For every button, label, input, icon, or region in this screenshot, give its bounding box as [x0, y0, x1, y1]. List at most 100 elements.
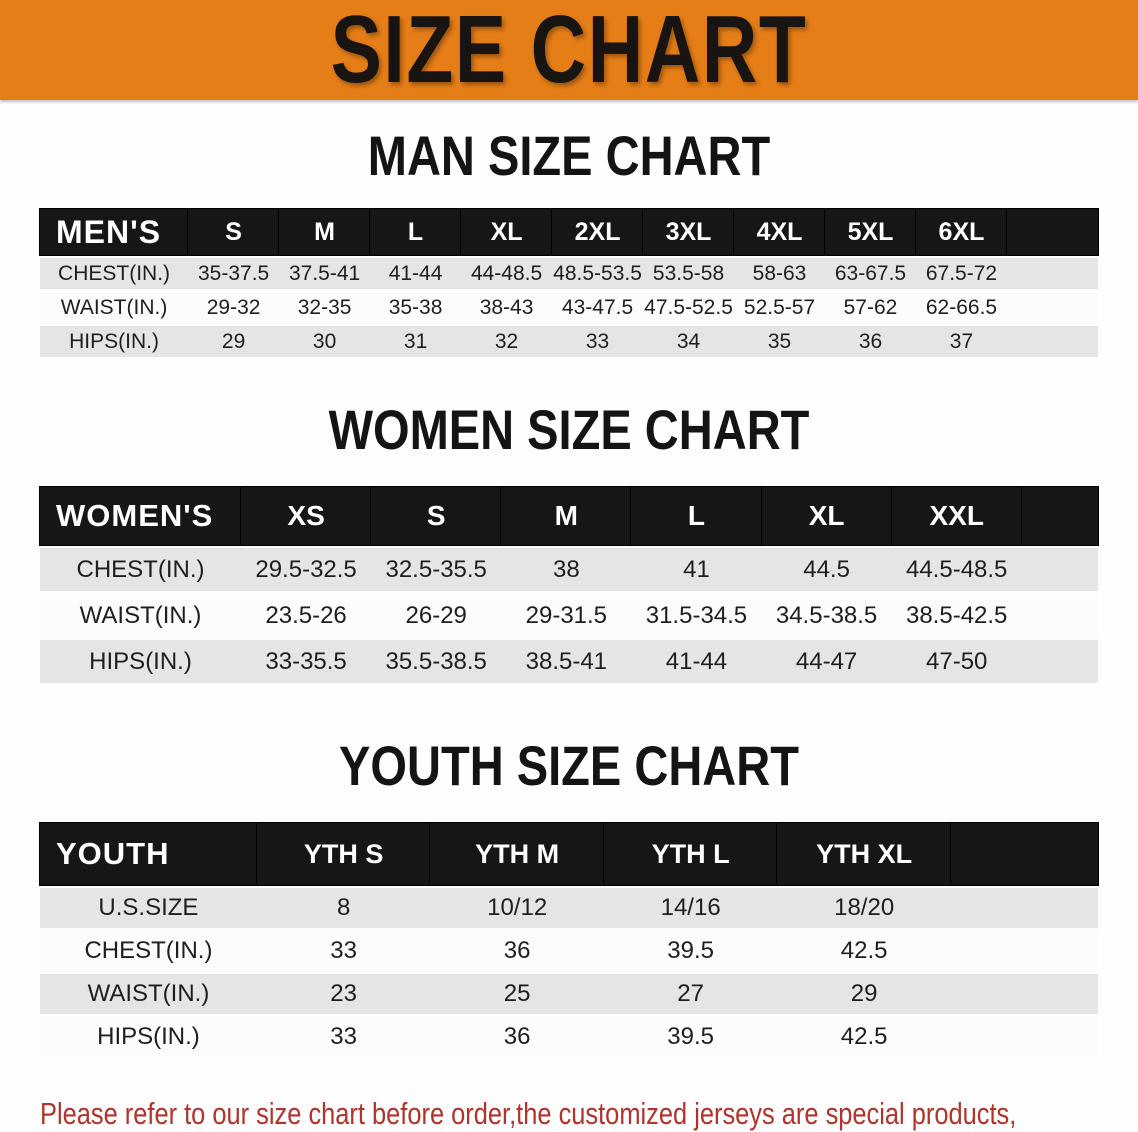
row-label: WAIST(IN.)	[60, 295, 168, 319]
size-group-label: WOMEN'S	[40, 487, 242, 545]
size-value: 31	[403, 329, 428, 353]
measurement-row: U.S.SIZE 8 10/12 14/16 18/20	[40, 888, 1098, 928]
size-column-header: 5XL	[825, 209, 916, 255]
size-value: 44-48.5	[470, 261, 543, 285]
size-value: 33-35.5	[265, 647, 347, 675]
size-value: 18/20	[834, 894, 895, 921]
youth-size-section: YOUTH SIZE CHART YOUTH YTH S YTH M YTH L YTH…	[0, 686, 1138, 1060]
size-value: 42.5	[840, 1023, 888, 1050]
row-label: CHEST(IN.)	[76, 555, 205, 583]
size-value: 42.5	[840, 937, 888, 964]
size-value: 32	[494, 329, 519, 353]
size-header-row: WOMEN'S XS S M L XL XXL	[40, 487, 1098, 545]
size-column-header: XS	[241, 487, 372, 545]
row-label: CHEST(IN.)	[84, 937, 213, 964]
row-spacer	[951, 974, 1098, 1014]
size-value: 41-44	[665, 647, 728, 675]
header-spacer	[1021, 487, 1098, 545]
size-value: 29-32	[206, 295, 261, 319]
banner: SIZE CHART	[0, 0, 1138, 100]
header-spacer	[1006, 209, 1098, 255]
size-value: 30	[312, 329, 337, 353]
size-value: 39.5	[667, 937, 714, 964]
size-value: 23	[330, 980, 357, 1007]
size-value: 38	[552, 555, 580, 583]
measurement-row: HIPS(IN.) 33-35.5 35.5-38.5 38.5-41 41-44 44-…	[40, 640, 1098, 683]
measurement-row: WAIST(IN.) 23 25 27 29	[40, 974, 1098, 1014]
row-label: HIPS(IN.)	[89, 647, 192, 675]
row-label: WAIST(IN.)	[87, 980, 210, 1007]
size-value: 44-47	[795, 647, 858, 675]
size-column-header: S	[188, 209, 280, 255]
row-spacer	[951, 1017, 1098, 1057]
size-value: 32-35	[297, 295, 352, 319]
row-label: U.S.SIZE	[98, 894, 199, 921]
size-value: 34.5-38.5	[775, 601, 878, 629]
row-spacer	[1022, 594, 1098, 637]
size-value: 44.5	[803, 555, 850, 583]
size-value: 29	[850, 980, 878, 1007]
size-value: 47.5-52.5	[644, 295, 733, 319]
size-chart-sections: MAN SIZE CHART MEN'S S M L XL 2XL 3XL 4XL 5XL 6XL…	[0, 100, 1138, 1060]
men-section-title: MAN SIZE CHART	[367, 124, 771, 187]
size-value: 23.5-26	[265, 601, 347, 629]
men-size-section: MAN SIZE CHART MEN'S S M L XL 2XL 3XL 4XL 5XL 6XL…	[0, 100, 1138, 360]
measurement-row: WAIST(IN.) 23.5-26 26-29 29-31.5 31.5-34.5 34…	[40, 594, 1098, 637]
women-size-table: WOMEN'S XS S M L XL XXL CHEST(IN.) 29.5-32.5 32.5…	[40, 484, 1098, 686]
size-value: 63-67.5	[834, 261, 907, 285]
size-value: 10/12	[487, 894, 548, 921]
measurement-row: HIPS(IN.) 33 36 39.5 42.5	[40, 1017, 1098, 1057]
youth-section-title: YOUTH SIZE CHART	[339, 734, 799, 797]
size-value: 25	[503, 980, 531, 1007]
size-value: 36	[503, 937, 531, 964]
size-group-label: MEN'S	[40, 209, 189, 255]
size-value: 35-38	[388, 295, 443, 319]
size-value: 33	[330, 937, 357, 964]
size-column-header: YTH L	[603, 823, 778, 885]
women-size-section: WOMEN SIZE CHART WOMEN'S XS S M L XL XXL CHEST(…	[0, 360, 1138, 686]
size-column-header: 2XL	[552, 209, 644, 255]
size-value: 36	[858, 329, 883, 353]
disclaimer-line-1: Please refer to our size chart before or…	[40, 1096, 1017, 1131]
size-value: 34	[676, 329, 701, 353]
size-value: 41	[683, 555, 710, 583]
size-value: 52.5-57	[743, 295, 816, 319]
youth-size-table: YOUTH YTH S YTH M YTH L YTH XL U.S.SIZE 8 10/12…	[40, 820, 1098, 1060]
size-value: 47-50	[926, 647, 988, 675]
size-value: 32.5-35.5	[385, 555, 487, 583]
row-spacer	[1022, 640, 1098, 683]
size-column-header: M	[279, 209, 371, 255]
size-value: 14/16	[660, 894, 721, 921]
size-value: 31.5-34.5	[645, 601, 748, 629]
size-column-header: YTH M	[430, 823, 604, 885]
size-value: 29	[221, 329, 246, 353]
size-value: 37	[949, 329, 974, 353]
size-group-label: YOUTH	[40, 823, 257, 885]
measurement-row: CHEST(IN.) 33 36 39.5 42.5	[40, 931, 1098, 971]
size-value: 37.5-41	[288, 261, 361, 285]
row-label: CHEST(IN.)	[58, 261, 171, 285]
size-value: 62-66.5	[925, 295, 998, 319]
size-value: 35.5-38.5	[385, 647, 487, 675]
size-value: 38-43	[479, 295, 534, 319]
measurement-row: CHEST(IN.) 29.5-32.5 32.5-35.5 38 41 44.5 44.5…	[40, 548, 1098, 591]
size-column-header: L	[631, 487, 762, 545]
row-spacer	[1007, 292, 1098, 323]
row-spacer	[1007, 258, 1098, 289]
size-column-header: 4XL	[734, 209, 825, 255]
size-value: 33	[585, 329, 610, 353]
size-value: 48.5-53.5	[553, 261, 642, 285]
size-value: 26-29	[405, 601, 467, 629]
size-value: 57-62	[843, 295, 898, 319]
size-value: 35	[767, 329, 792, 353]
women-section-title: WOMEN SIZE CHART	[328, 398, 810, 461]
size-value: 58-63	[752, 261, 807, 285]
size-value: 38.5-41	[525, 647, 608, 675]
size-value: 53.5-58	[652, 261, 725, 285]
row-label: HIPS(IN.)	[69, 329, 159, 353]
row-label: WAIST(IN.)	[79, 601, 202, 629]
size-value: 29-31.5	[525, 601, 608, 629]
row-spacer	[1007, 326, 1098, 357]
size-value: 67.5-72	[925, 261, 998, 285]
